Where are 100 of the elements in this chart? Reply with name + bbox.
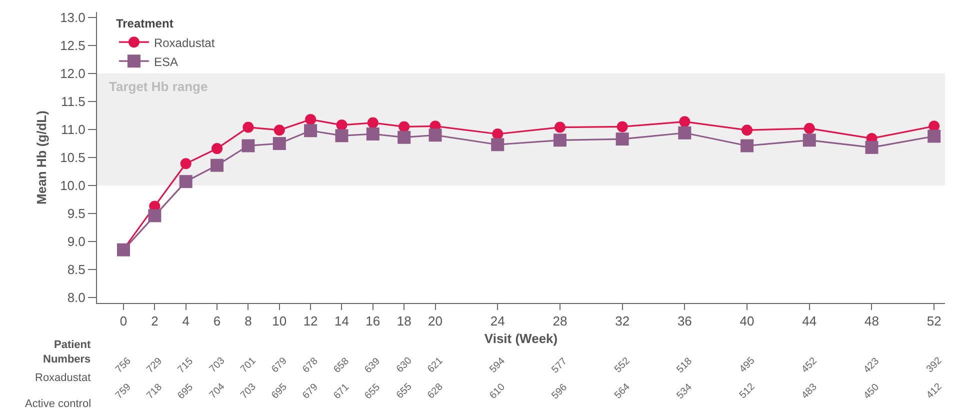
y-tick-label: 9.0: [67, 234, 86, 249]
text: 452: [800, 355, 820, 376]
point: [616, 132, 629, 146]
point: [335, 129, 348, 142]
text: 564: [612, 381, 633, 402]
point: [804, 122, 815, 134]
y-tick-label: 11.5: [61, 94, 86, 110]
point: [398, 130, 411, 144]
x-tick-label: 4: [182, 314, 190, 329]
text: 695: [270, 381, 290, 402]
y-tick-label: 12.0: [60, 66, 86, 82]
point: [865, 140, 878, 154]
text: 412: [924, 381, 945, 402]
y-axis-title: Mean Hb (g/dL): [34, 110, 50, 204]
point: [366, 128, 380, 140]
point: [802, 134, 816, 147]
text: 610: [488, 382, 508, 402]
y-tick-label: 12.5: [60, 38, 86, 54]
text: 392: [924, 355, 945, 376]
point: [553, 134, 566, 147]
y-tick-label: 10.0: [60, 178, 86, 194]
text: 715: [176, 356, 196, 376]
y-tick-label: 9.5: [67, 206, 86, 222]
legend-label: ESA: [154, 54, 178, 69]
text: 658: [332, 356, 352, 376]
text: 756: [114, 355, 134, 376]
point: [242, 122, 254, 133]
point: [428, 128, 442, 142]
text: Roxadustat: [35, 372, 91, 384]
x-tick-label: 18: [396, 314, 412, 329]
text: 596: [550, 382, 570, 402]
text: 495: [738, 355, 758, 375]
legend-label: Roxadustat: [154, 36, 216, 50]
text: 639: [362, 356, 383, 376]
y-tick-label: 8.0: [67, 290, 86, 305]
text: 759: [114, 381, 134, 402]
point: [180, 158, 192, 170]
point: [742, 124, 753, 136]
x-tick-label: 20: [428, 314, 442, 329]
point: [304, 124, 318, 138]
text: 718: [144, 382, 165, 402]
x-tick-label: 16: [366, 314, 380, 329]
point: [148, 209, 162, 222]
text: Patient Numbers: [43, 339, 92, 366]
point: [679, 116, 690, 128]
point: [242, 139, 255, 152]
text: 630: [394, 355, 415, 376]
point: [740, 139, 754, 152]
text: 450: [862, 382, 882, 402]
point: [492, 128, 504, 140]
text: 695: [176, 382, 196, 402]
point: [179, 175, 192, 188]
x-tick-label: 48: [864, 314, 879, 329]
x-tick-label: 32: [615, 314, 630, 329]
point: [367, 117, 378, 128]
text: 594: [488, 356, 508, 376]
text: 655: [362, 382, 383, 402]
text: 621: [426, 355, 446, 376]
point: [210, 158, 224, 172]
point: [272, 137, 286, 150]
point: [336, 120, 348, 131]
x-tick-label: 2: [151, 314, 158, 329]
text: 577: [550, 356, 570, 376]
x-tick-label: 24: [490, 314, 505, 329]
y-tick-label: 13.0: [60, 10, 86, 26]
x-axis-title: Visit (Week): [484, 331, 558, 346]
y-tick-label: 10.5: [60, 150, 86, 166]
text: 703: [208, 355, 228, 375]
text: 552: [612, 355, 633, 376]
text: 678: [300, 355, 321, 376]
text: 518: [674, 356, 695, 376]
text: 628: [426, 381, 446, 402]
x-tick-label: 52: [926, 314, 942, 329]
x-tick-label: 12: [303, 314, 318, 329]
text: 679: [300, 381, 321, 402]
y-tick-label: 11.0: [61, 122, 86, 138]
x-tick-label: 6: [213, 314, 221, 329]
point: [616, 121, 628, 132]
text: Active control: [25, 398, 92, 410]
point: [398, 121, 410, 132]
x-tick-label: 28: [552, 314, 568, 329]
x-tick-label: 10: [272, 314, 287, 329]
point: [554, 122, 566, 133]
point: [212, 143, 223, 154]
x-tick-label: 36: [677, 314, 692, 329]
text: 703: [238, 381, 259, 402]
point: [491, 138, 504, 152]
text: 423: [862, 356, 882, 376]
text: 534: [674, 382, 695, 402]
text: 655: [394, 381, 415, 402]
legend-title: Treatment: [116, 16, 174, 31]
x-tick-label: 14: [334, 314, 349, 329]
point: [305, 114, 316, 125]
text: 704: [208, 381, 228, 401]
text: 512: [738, 381, 758, 401]
x-tick-label: 0: [120, 314, 128, 329]
x-tick-label: 40: [740, 314, 754, 329]
x-tick-label: 44: [802, 314, 817, 329]
x-tick-label: 8: [244, 314, 252, 329]
text: 729: [144, 356, 165, 376]
